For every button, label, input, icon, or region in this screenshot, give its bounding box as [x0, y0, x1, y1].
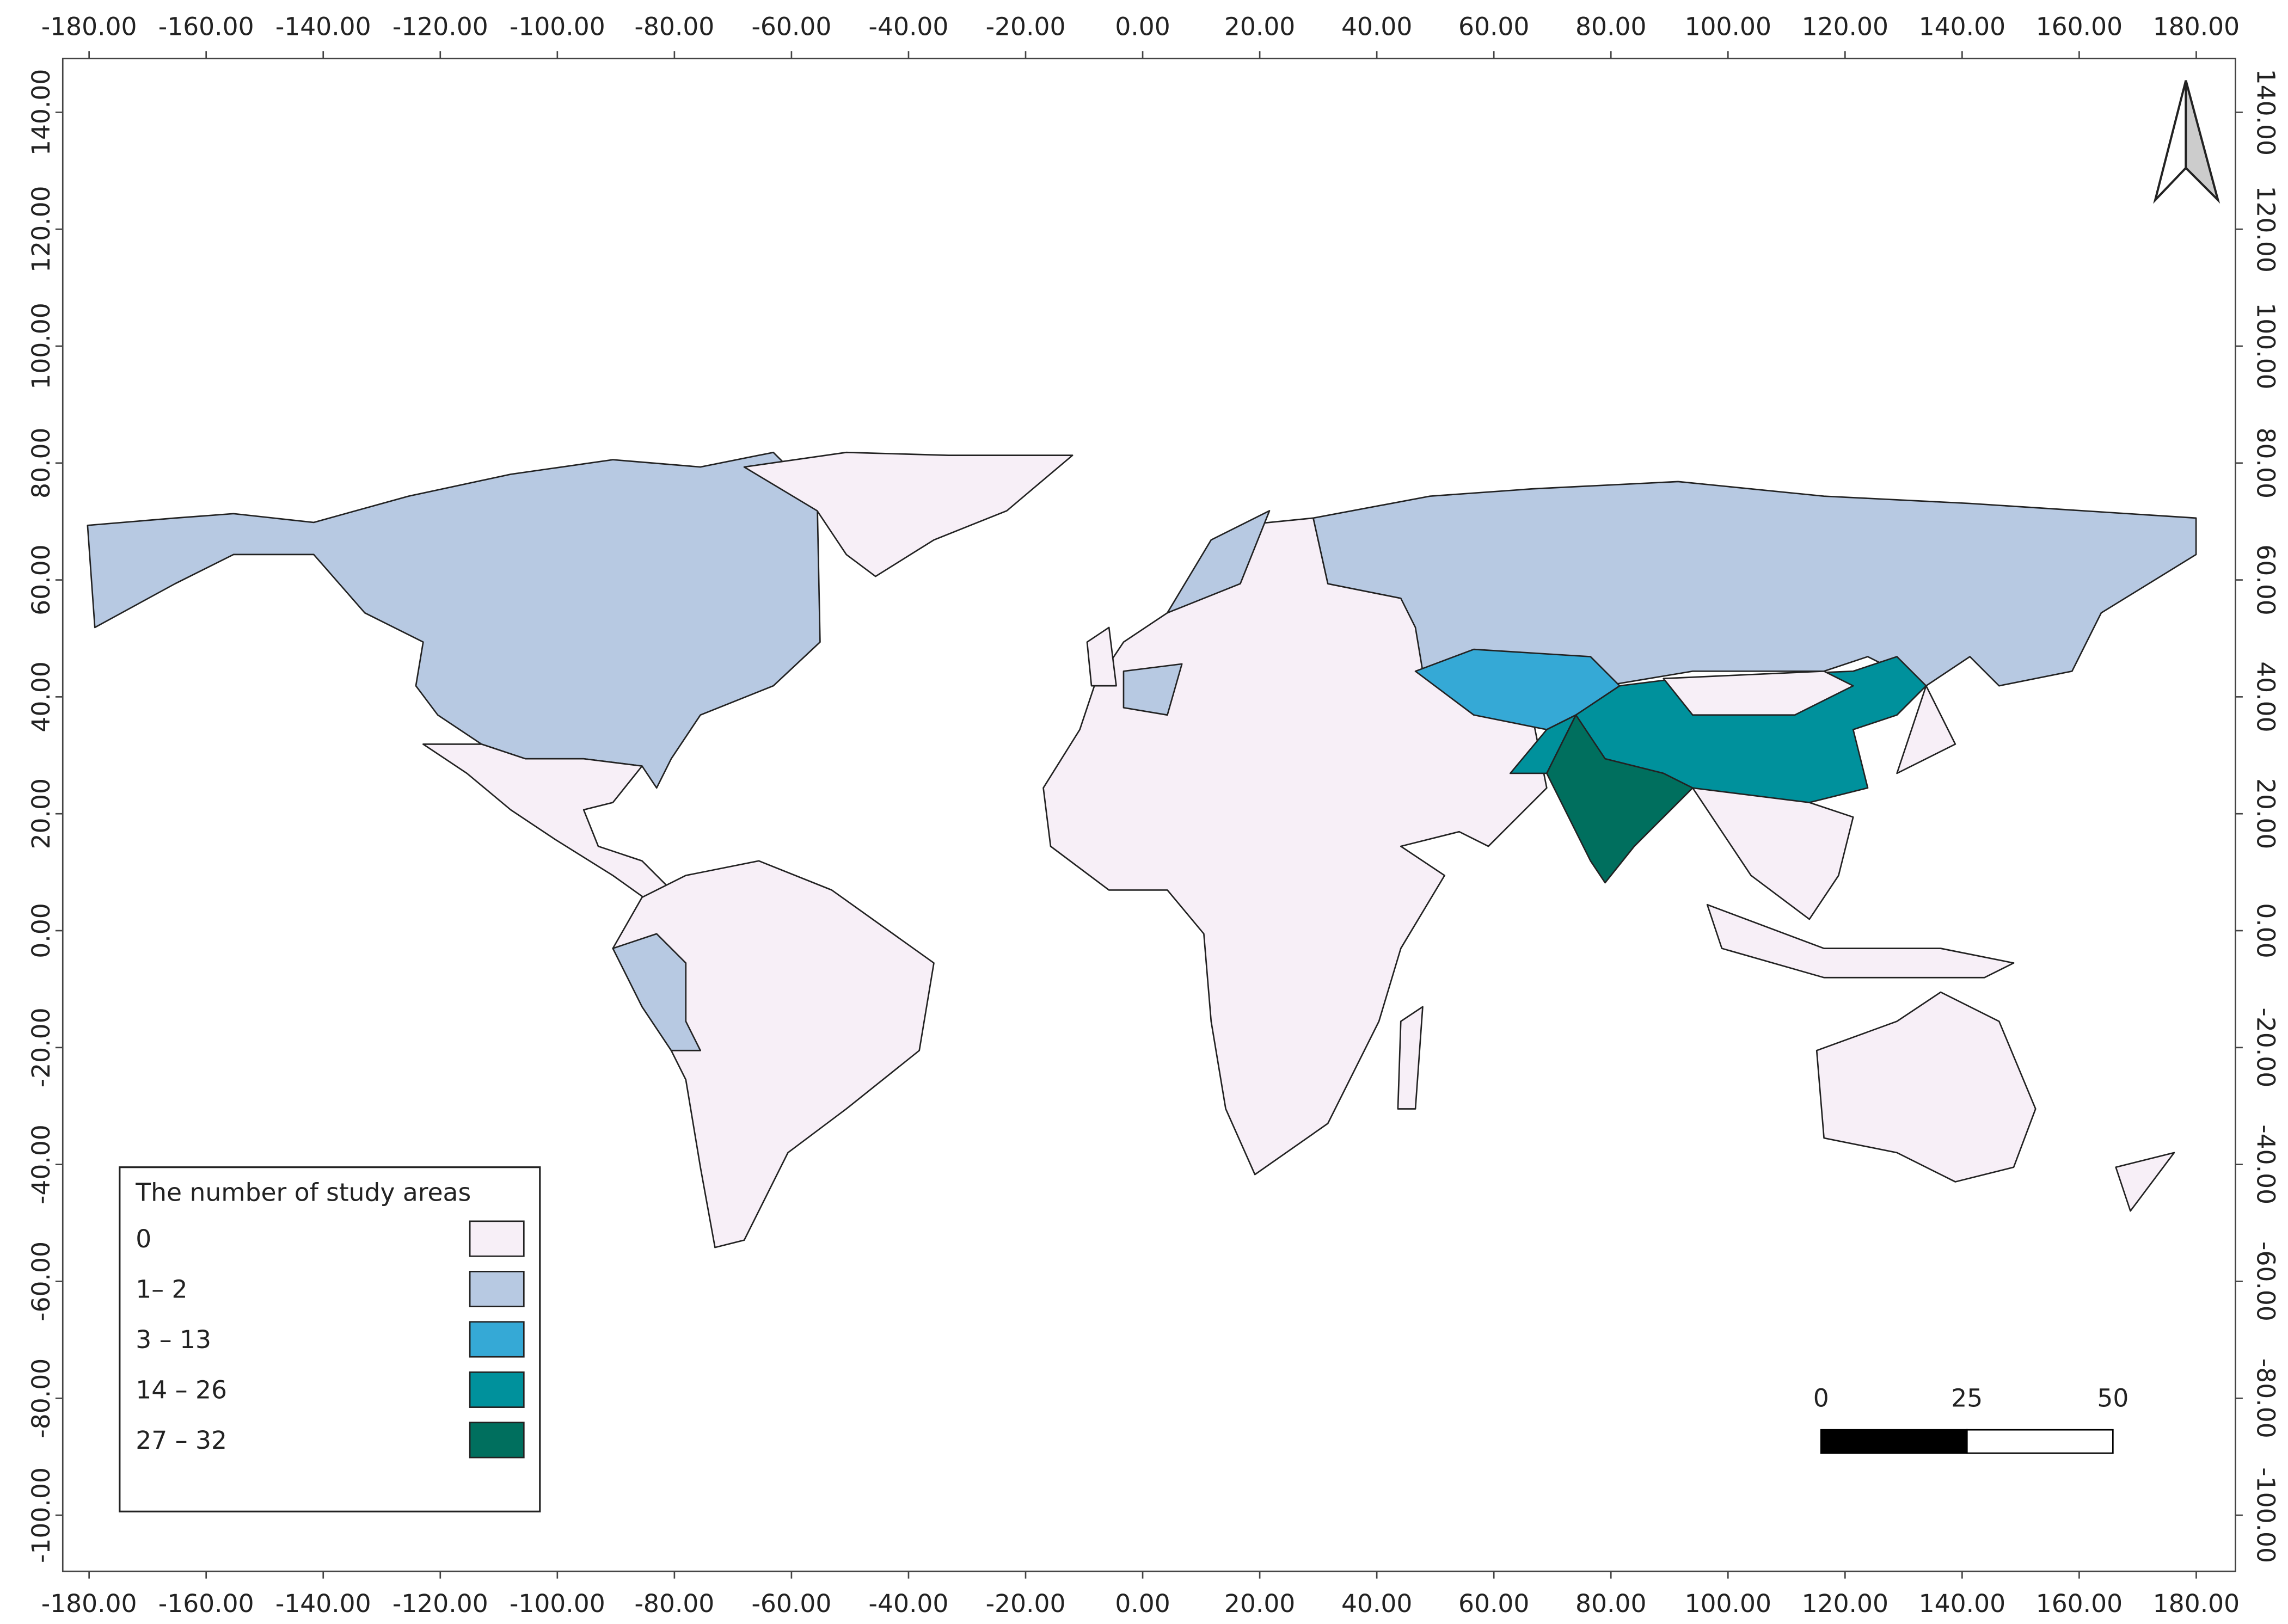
- x-tick-label-top: -100.00: [510, 13, 605, 41]
- y-tick-label-left: -100.00: [27, 1467, 56, 1563]
- y-tick-label-right: -100.00: [2252, 1467, 2280, 1563]
- y-tick-label-left: 140.00: [27, 69, 56, 156]
- y-tick-label-right: 60.00: [2252, 544, 2280, 615]
- x-tick-label-bottom: 180.00: [2153, 1589, 2240, 1618]
- y-tick-label-left: 100.00: [27, 303, 56, 389]
- x-tick-label-top: 80.00: [1575, 13, 1646, 41]
- x-tick-label-bottom: -160.00: [158, 1589, 254, 1618]
- mongolia: [1663, 670, 1854, 716]
- legend-swatch: [469, 1220, 525, 1257]
- north-america: [87, 451, 821, 789]
- x-tick-label-bottom: -120.00: [392, 1589, 488, 1618]
- y-tick-label-right: 120.00: [2252, 186, 2280, 272]
- legend-label: 3 – 13: [136, 1325, 211, 1354]
- x-tick-label-bottom: -80.00: [634, 1589, 714, 1618]
- y-tick-label-left: -80.00: [27, 1358, 56, 1438]
- x-tick-label-bottom: 60.00: [1458, 1589, 1529, 1618]
- x-tick-label-top: -120.00: [392, 13, 488, 41]
- x-tick-label-top: -180.00: [41, 13, 137, 41]
- y-tick-label-left: 0.00: [27, 903, 56, 958]
- y-tick-label-left: 120.00: [27, 186, 56, 272]
- x-tick-label-top: 180.00: [2153, 13, 2240, 41]
- scandinavia: [1167, 510, 1271, 614]
- y-tick-label-left: -20.00: [27, 1007, 56, 1087]
- russia: [1312, 481, 2197, 687]
- x-tick-label-bottom: 120.00: [1802, 1589, 1888, 1618]
- y-tick-label-right: -80.00: [2252, 1358, 2280, 1438]
- x-tick-label-top: 20.00: [1224, 13, 1295, 41]
- x-tick-label-top: -20.00: [986, 13, 1066, 41]
- x-tick-label-bottom: 100.00: [1685, 1589, 1771, 1618]
- scale-label: 0: [1813, 1383, 1829, 1412]
- x-tick-label-top: 120.00: [1802, 13, 1888, 41]
- y-tick-label-right: 20.00: [2252, 778, 2280, 849]
- scale-label: 50: [2097, 1383, 2128, 1412]
- peru: [612, 933, 701, 1051]
- x-tick-label-top: 160.00: [2036, 13, 2123, 41]
- x-tick-label-top: 60.00: [1458, 13, 1529, 41]
- x-tick-label-top: -80.00: [634, 13, 714, 41]
- y-tick-label-right: -40.00: [2252, 1124, 2280, 1204]
- x-tick-label-top: 140.00: [1919, 13, 2005, 41]
- y-tick-label-right: 140.00: [2252, 69, 2280, 156]
- y-tick-label-right: -60.00: [2252, 1241, 2280, 1321]
- southeast-asia: [1692, 787, 1854, 920]
- y-tick-label-left: 20.00: [27, 778, 56, 849]
- legend-label: 0: [136, 1225, 151, 1253]
- greenland: [743, 451, 1074, 577]
- new-zealand: [2115, 1152, 2175, 1212]
- legend-swatch: [469, 1422, 525, 1459]
- legend-title: The number of study areas: [135, 1178, 471, 1207]
- y-tick-label-left: 60.00: [27, 544, 56, 615]
- legend-label: 14 – 26: [136, 1376, 227, 1405]
- countries: [87, 451, 2197, 1248]
- scale-segment: [1966, 1429, 2114, 1454]
- legend-label: 27 – 32: [136, 1426, 227, 1455]
- y-tick-label-right: 80.00: [2252, 428, 2280, 499]
- legend-swatch: [469, 1271, 525, 1308]
- x-tick-label-top: -40.00: [869, 13, 949, 41]
- x-tick-label-top: -60.00: [752, 13, 832, 41]
- madagascar: [1397, 1006, 1424, 1110]
- x-tick-label-bottom: 140.00: [1919, 1589, 2005, 1618]
- y-tick-label-right: 100.00: [2252, 303, 2280, 389]
- japan: [1896, 685, 1956, 774]
- y-tick-label-right: 40.00: [2252, 661, 2280, 732]
- central-america: [422, 743, 687, 913]
- y-tick-label-right: 0.00: [2252, 903, 2280, 958]
- y-tick-label-left: 80.00: [27, 428, 56, 499]
- india: [1545, 714, 1694, 884]
- x-tick-label-top: -160.00: [158, 13, 254, 41]
- x-tick-label-bottom: -140.00: [275, 1589, 371, 1618]
- y-tick-label-right: -20.00: [2252, 1007, 2280, 1087]
- legend-swatch: [469, 1321, 525, 1358]
- scale-label: 25: [1951, 1383, 1983, 1412]
- scale-segment: [1820, 1429, 1968, 1454]
- x-tick-label-bottom: 160.00: [2036, 1589, 2123, 1618]
- indonesia: [1706, 903, 2015, 979]
- x-tick-label-bottom: -100.00: [510, 1589, 605, 1618]
- x-tick-label-top: 100.00: [1685, 13, 1771, 41]
- x-tick-label-bottom: -40.00: [869, 1589, 949, 1618]
- y-tick-label-left: -40.00: [27, 1124, 56, 1204]
- x-tick-label-top: -140.00: [275, 13, 371, 41]
- y-tick-label-left: -60.00: [27, 1241, 56, 1321]
- x-tick-label-bottom: -180.00: [41, 1589, 137, 1618]
- legend-swatch: [469, 1371, 525, 1408]
- legend-label: 1– 2: [136, 1275, 187, 1304]
- north-arrow: [2153, 80, 2220, 204]
- uk: [1086, 626, 1117, 687]
- france: [1122, 663, 1183, 716]
- x-tick-label-bottom: -20.00: [986, 1589, 1066, 1618]
- x-tick-label-top: 0.00: [1115, 13, 1170, 41]
- x-tick-label-top: 40.00: [1341, 13, 1412, 41]
- x-tick-label-bottom: 80.00: [1575, 1589, 1646, 1618]
- australia: [1815, 991, 2036, 1183]
- x-tick-label-bottom: -60.00: [752, 1589, 832, 1618]
- x-tick-label-bottom: 40.00: [1341, 1589, 1412, 1618]
- y-tick-label-left: 40.00: [27, 661, 56, 732]
- x-tick-label-bottom: 20.00: [1224, 1589, 1295, 1618]
- x-tick-label-bottom: 0.00: [1115, 1589, 1170, 1618]
